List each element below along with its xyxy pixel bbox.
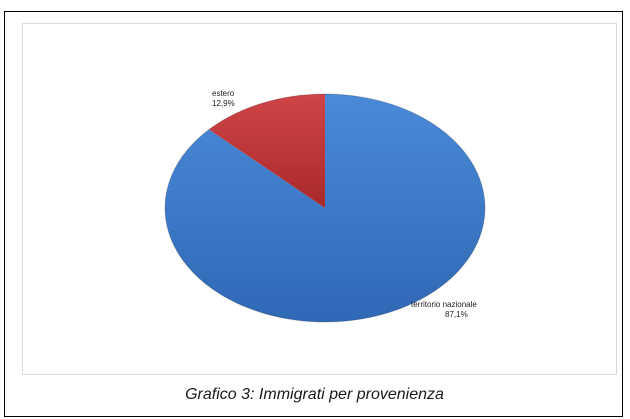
- pie-slices: [164, 93, 486, 323]
- pie-slice-territorio-nazionale: [165, 94, 486, 322]
- figure-caption: Grafico 3: Immigrati per provenienza: [185, 386, 444, 403]
- chart-area: territorio nazionale 87,1% estero 12,9%: [22, 23, 617, 375]
- slice-label-value: 87,1%: [445, 310, 468, 319]
- slice-label-value: 12,9%: [212, 99, 235, 108]
- pie-rim: [164, 93, 486, 323]
- slice-label-name: estero: [212, 89, 235, 98]
- slice-label-name: territorio nazionale: [411, 300, 477, 309]
- figure-frame: territorio nazionale 87,1% estero 12,9% Gra…: [4, 11, 623, 417]
- pie-slice-estero: [209, 94, 325, 208]
